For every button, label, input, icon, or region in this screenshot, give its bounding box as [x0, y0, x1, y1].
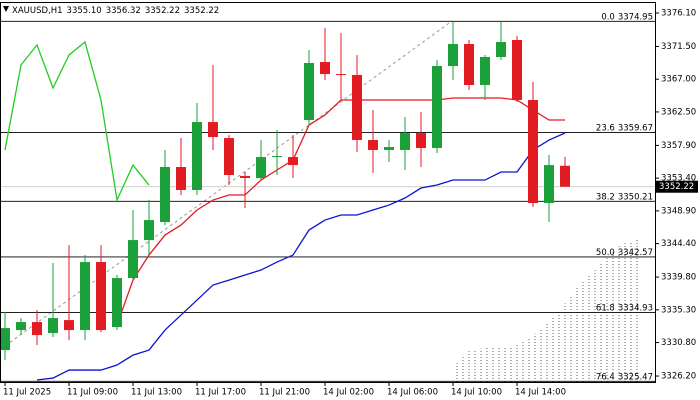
candle-body	[416, 133, 426, 149]
y-tick-label: 3376.10	[661, 8, 696, 18]
fib-level-label: 76.4 3325.47	[596, 372, 653, 382]
candle-body	[0, 328, 10, 351]
candle-body	[80, 262, 90, 331]
candle-body	[208, 122, 218, 138]
candle-body	[496, 42, 506, 58]
indicator-line	[4, 40, 150, 203]
x-tick-label: 14 Jul 10:00	[451, 388, 502, 398]
cloud-hatching	[455, 238, 640, 382]
y-tick-label: 3353.40	[661, 174, 696, 184]
candle-body	[288, 157, 298, 166]
x-tick-label: 14 Jul 06:00	[387, 388, 438, 398]
candle-body	[48, 318, 58, 334]
fib-price: 3359.67	[618, 123, 653, 133]
fib-ratio: 23.6	[596, 123, 615, 133]
last-price-box	[656, 180, 698, 193]
candle-body	[512, 39, 522, 101]
header-value: 3356.32	[106, 6, 141, 16]
candle-body	[176, 167, 186, 190]
fib-level-label: 50.0 3342.57	[596, 247, 653, 257]
last-price-label: 3352.22	[659, 182, 694, 192]
candle-body	[256, 157, 266, 178]
indicator-line	[36, 132, 566, 381]
fib-ratio: 0.0	[601, 12, 615, 22]
y-tick-label: 3339.80	[661, 273, 696, 283]
fib-price: 3342.57	[618, 247, 653, 257]
x-tick-label: 14 Jul 02:00	[323, 388, 374, 398]
header-values: 3355.10 3356.32 3352.22 3352.22	[67, 6, 220, 16]
x-tick-label: 14 Jul 14:00	[515, 388, 566, 398]
fib-level-label: 23.6 3359.67	[596, 123, 653, 133]
candle-body	[320, 62, 330, 75]
candle-body	[192, 122, 202, 190]
header-value: 3355.10	[67, 6, 102, 16]
candle-body	[32, 322, 42, 336]
x-tick-label: 11 Jul 09:00	[67, 388, 118, 398]
x-tick-label: 11 Jul 21:00	[259, 388, 310, 398]
title-icon	[3, 6, 9, 12]
fib-level-label: 61.8 3334.93	[596, 303, 653, 313]
x-tick-label: 11 Jul 2025	[3, 388, 51, 398]
candle-body	[64, 320, 74, 331]
candle-body	[160, 167, 170, 223]
fib-price: 3325.47	[618, 372, 653, 382]
candle-body	[144, 220, 154, 241]
fib-ratio: 50.0	[596, 247, 615, 257]
y-tick-label: 3335.30	[661, 305, 696, 315]
candle-body	[336, 74, 346, 76]
candle-body	[96, 262, 106, 331]
candle-body	[240, 176, 250, 178]
candle-body	[544, 165, 554, 204]
header-value: 3352.22	[145, 6, 180, 16]
candle-body	[224, 138, 234, 176]
fib-price: 3374.95	[618, 12, 653, 22]
plot-layer	[0, 21, 655, 381]
fib-level-label: 38.2 3350.21	[596, 192, 653, 202]
candle-body	[480, 57, 490, 86]
y-tick-label: 3362.50	[661, 107, 696, 117]
fib-price: 3334.93	[618, 303, 653, 313]
candle-body	[448, 43, 458, 67]
fib-ratio: 61.8	[596, 303, 615, 313]
y-tick-label: 3367.00	[661, 75, 696, 85]
candle-body	[16, 322, 26, 331]
candle-body	[432, 66, 442, 149]
chart-header: XAUUSD,H1 3355.10 3356.32 3352.22 3352.22	[12, 6, 219, 16]
y-tick-label: 3330.80	[661, 338, 696, 348]
fib-ratio: 76.4	[596, 372, 615, 382]
candle-body	[384, 147, 394, 150]
plot-frame	[0, 2, 656, 383]
candle-body	[352, 74, 362, 141]
candle-body	[112, 278, 122, 328]
fib-ratio: 38.2	[596, 192, 615, 202]
fib-level-label: 0.0 3374.95	[601, 12, 653, 22]
y-tick-label: 3357.90	[661, 141, 696, 151]
candle-body	[128, 240, 138, 279]
candle-body	[272, 156, 282, 158]
candle-body	[368, 140, 378, 150]
fib-price: 3350.21	[618, 192, 653, 202]
header-value: 3352.22	[184, 6, 219, 16]
candle-body	[304, 62, 314, 121]
fib-layer: 0.0 3374.95 23.6 3359.67 38.2 3350.21 50.0 3342…	[0, 12, 655, 382]
y-tick-label: 3348.90	[661, 206, 696, 216]
x-tick-label: 11 Jul 17:00	[195, 388, 246, 398]
candle-body	[560, 165, 570, 187]
candle-body	[400, 133, 410, 150]
y-tick-label: 3326.20	[661, 372, 696, 382]
y-tick-label: 3371.50	[661, 42, 696, 52]
x-tick-label: 11 Jul 13:00	[131, 388, 182, 398]
candle-body	[464, 43, 474, 86]
y-tick-label: 3344.40	[661, 239, 696, 249]
chart-title: XAUUSD,H1	[12, 6, 63, 16]
candle-body	[528, 100, 538, 204]
